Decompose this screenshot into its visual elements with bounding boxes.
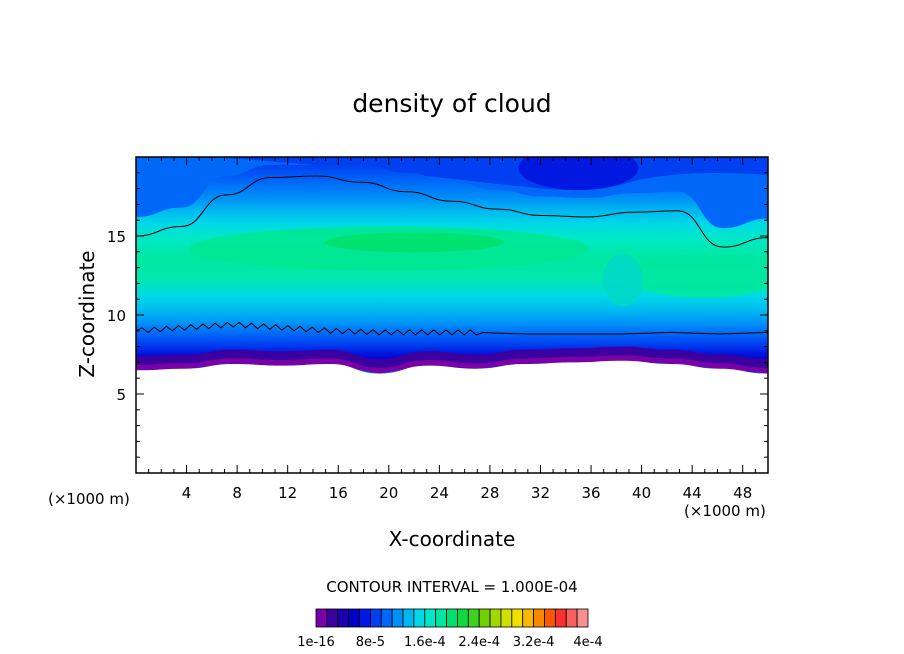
upper-contour-line	[136, 175, 768, 248]
chart-title: density of cloud	[352, 89, 551, 118]
colorbar-swatch	[359, 608, 371, 628]
contour-lines	[136, 175, 768, 336]
colorbar-swatch	[435, 608, 447, 628]
x-tick-label: 48	[733, 484, 752, 502]
colorbar-label: 1.6e-4	[404, 635, 446, 650]
colorbar-label: 4e-4	[573, 635, 602, 650]
mid-core	[602, 254, 643, 307]
x-tick-label: 8	[232, 484, 242, 502]
x-tick-label: 44	[683, 484, 702, 502]
colorbar-label: 2.4e-4	[458, 635, 500, 650]
colorbar-swatch	[511, 608, 524, 628]
x-tick-label: 28	[480, 484, 499, 502]
colorbar-swatch	[380, 608, 393, 628]
colorbar-swatch	[446, 608, 458, 628]
colorbar-swatch	[489, 608, 502, 628]
colorbar-label: 8e-5	[356, 635, 385, 650]
colorbar-swatch	[402, 608, 415, 628]
x-axis-label: X-coordinate	[389, 527, 516, 551]
x-tick-label: 36	[581, 484, 600, 502]
colorbar-swatch	[391, 608, 404, 628]
colorbar-label: 1e-16	[297, 635, 335, 650]
x-tick-label: 4	[182, 484, 192, 502]
heatmap-field	[136, 157, 768, 473]
colorbar-swatch	[348, 608, 360, 628]
right-core	[624, 253, 768, 298]
colorbar-swatch	[500, 608, 513, 628]
green-inner-core	[324, 232, 505, 253]
x-tick-label: 24	[430, 484, 449, 502]
lower-contour-line	[136, 321, 768, 336]
top-core-region	[518, 157, 639, 191]
contour-interval-label: CONTOUR INTERVAL = 1.000E-04	[326, 578, 577, 596]
y-axis-label: Z-coordinate	[75, 250, 99, 377]
colorbar-swatch	[544, 608, 556, 628]
colorbar-label: 3.2e-4	[513, 635, 555, 650]
colorbar-swatch	[467, 608, 480, 628]
colorbar-swatch	[576, 608, 589, 628]
colorbar-swatch	[337, 608, 350, 628]
colorbar: 1e-16 8e-5 1.6e-4 2.4e-4 3.2e-4 4e-4	[297, 608, 603, 650]
y-tick-label: 5	[116, 386, 126, 404]
x-unit-label-right: (×1000 m)	[684, 502, 766, 520]
colorbar-swatch	[478, 608, 491, 628]
colorbar-swatch	[424, 608, 437, 628]
colorbar-swatch	[326, 608, 339, 628]
base-dark-layer	[136, 346, 768, 374]
y-tick-label: 10	[107, 307, 126, 325]
colorbar-swatch	[315, 608, 328, 628]
colorbar-swatch	[554, 608, 567, 628]
x-tick-label: 32	[531, 484, 550, 502]
base-purple-layer	[136, 355, 768, 374]
colorbar-swatch	[457, 608, 469, 628]
x-unit-label-left: (×1000 m)	[48, 490, 130, 508]
colorbar-swatch	[533, 608, 545, 628]
cloud-free-region	[136, 360, 768, 473]
x-tick-label: 20	[379, 484, 398, 502]
y-tick-label: 15	[107, 228, 126, 246]
x-tick-label: 16	[329, 484, 348, 502]
x-tick-label: 40	[632, 484, 651, 502]
colorbar-swatch	[522, 608, 534, 628]
colorbar-swatch	[413, 608, 426, 628]
colorbar-swatch	[565, 608, 578, 628]
colorbar-swatch	[369, 608, 382, 628]
x-tick-label: 12	[278, 484, 297, 502]
